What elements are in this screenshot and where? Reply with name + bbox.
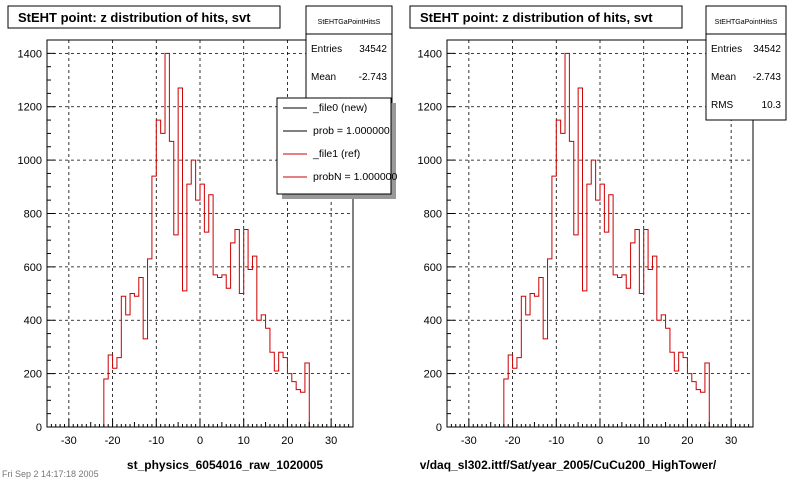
y-tick-label: 800 — [24, 208, 42, 220]
legend-entry: prob = 1.000000 — [313, 125, 390, 137]
grid-left — [47, 40, 353, 427]
x-tick-label: -10 — [148, 435, 164, 447]
y-tick-label: 200 — [424, 369, 442, 381]
stats-value: 34542 — [359, 44, 387, 55]
stats-label: Mean — [711, 72, 736, 83]
legend-frame — [276, 97, 392, 195]
legend-entry: probN = 1.000000 — [313, 171, 398, 183]
y-tick-label: 1000 — [418, 155, 442, 167]
stats-value: -2.743 — [359, 72, 388, 83]
y-tick-label: 0 — [436, 422, 442, 434]
stats-label: RMS — [711, 100, 734, 111]
stats-value: 10.3 — [762, 100, 782, 111]
stats-box-frame — [705, 5, 787, 121]
y-axis-left: 0 200 400 600 800 1000 1200 1400 — [18, 39, 55, 434]
x-tick-label: 20 — [681, 435, 693, 447]
stats-box-right: StEHTGaPointHitsS Entries 34542 Mean -2.743 R… — [705, 5, 787, 121]
legend-entry: _file0 (new) — [312, 102, 367, 114]
x-tick-label: 0 — [597, 435, 603, 447]
x-axis-label-left: st_physics_6054016_raw_1020005 — [127, 458, 323, 472]
chart-title-right: StEHT point: z distribution of hits, svt — [420, 10, 653, 25]
histogram-line-left — [47, 52, 353, 428]
stats-value: -2.743 — [753, 72, 782, 83]
y-tick-label: 600 — [424, 262, 442, 274]
y-tick-label: 200 — [24, 369, 42, 381]
y-tick-label: 1200 — [418, 102, 442, 114]
stats-box-name: StEHTGaPointHitsS — [715, 19, 778, 26]
y-axis-right: 0 200 400 600 800 1000 1200 1400 — [418, 39, 455, 434]
y-tick-label: 1200 — [18, 102, 42, 114]
grid-right — [447, 40, 753, 427]
x-tick-label: -20 — [505, 435, 521, 447]
y-tick-label: 1400 — [18, 48, 42, 60]
x-axis-label-right: v/daq_sl302.ittf/Sat/year_2005/CuCu200_H… — [420, 458, 717, 472]
y-tick-label: 400 — [424, 315, 442, 327]
x-tick-label: -30 — [461, 435, 477, 447]
x-axis-right: -30 -20 -10 0 10 20 30 — [446, 419, 754, 447]
y-tick-label: 800 — [424, 208, 442, 220]
x-tick-label: -10 — [548, 435, 564, 447]
stats-label: Entries — [311, 44, 342, 55]
title-box-right: StEHT point: z distribution of hits, svt — [409, 5, 683, 29]
histogram-series — [447, 52, 753, 428]
chart-title-left: StEHT point: z distribution of hits, svt — [18, 10, 251, 25]
footer-timestamp: Fri Sep 2 14:17:18 2005 — [2, 469, 99, 479]
x-tick-label: -20 — [105, 435, 121, 447]
stats-label: Mean — [311, 72, 336, 83]
x-tick-label: 30 — [725, 435, 737, 447]
y-tick-label: 600 — [24, 262, 42, 274]
x-tick-label: 30 — [325, 435, 337, 447]
x-tick-label: 10 — [638, 435, 650, 447]
title-box-left: StEHT point: z distribution of hits, svt — [7, 5, 281, 29]
stats-label: Entries — [711, 44, 742, 55]
x-tick-label: 20 — [281, 435, 293, 447]
histogram-panel-left: -30 -20 -10 0 10 20 30 0 200 400 600 800 1000 1200 14… — [7, 5, 398, 472]
legend-entry: _file1 (ref) — [312, 148, 360, 160]
y-tick-label: 0 — [36, 422, 42, 434]
y-tick-label: 1400 — [418, 48, 442, 60]
y-tick-label: 1000 — [18, 155, 42, 167]
y-tick-label: 400 — [24, 315, 42, 327]
x-axis-left: -30 -20 -10 0 10 20 30 — [46, 419, 354, 447]
x-tick-label: 0 — [197, 435, 203, 447]
x-tick-label: 10 — [238, 435, 250, 447]
x-tick-label: -30 — [61, 435, 77, 447]
histogram-panel-right: -30 -20 -10 0 10 20 30 0 200 400 600 800 1000 1200 14… — [409, 5, 787, 472]
stats-box-name: StEHTGaPointHitsS — [318, 19, 381, 26]
legend-box: _file0 (new) prob = 1.000000 _file1 (ref) p… — [276, 97, 398, 199]
histogram-series — [47, 52, 353, 428]
stats-value: 34542 — [753, 44, 781, 55]
histogram-line-right — [447, 52, 753, 428]
